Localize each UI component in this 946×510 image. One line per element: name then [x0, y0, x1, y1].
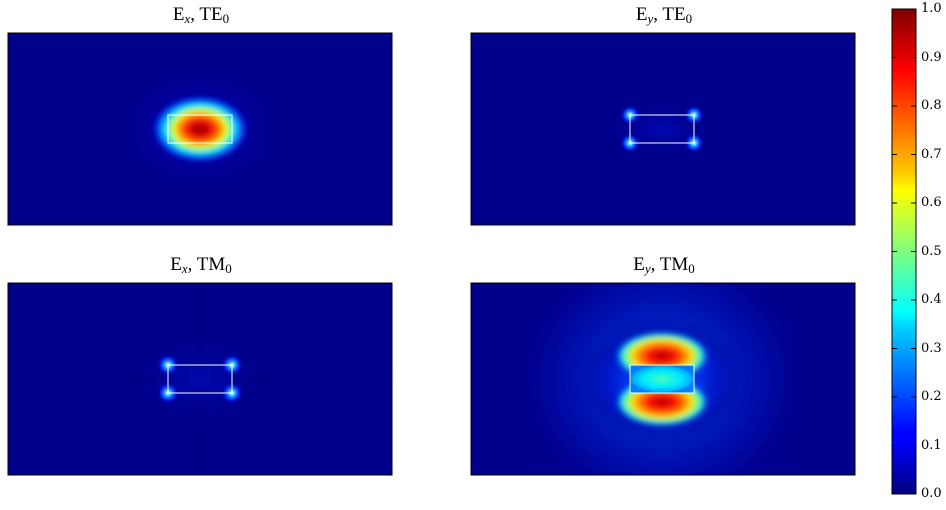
panel-title-ey-te0: Ey, TE0: [635, 4, 693, 26]
colorbar-tick-label: 1.0: [921, 1, 942, 16]
panel-title-ey-tm0: Ey, TM0: [633, 254, 695, 276]
waveguide-outline: [629, 114, 695, 144]
colorbar-tick-marks: [892, 8, 916, 495]
colorbar-tick-label: 0.3: [921, 340, 942, 356]
colorbar: [891, 8, 917, 495]
waveguide-outline: [629, 364, 695, 394]
panel-border: [7, 32, 393, 226]
panel-ey-te0: [471, 33, 855, 225]
panel-title-ex-tm0: Ex, TM0: [170, 254, 232, 276]
panel-ey-tm0: [471, 283, 855, 475]
colorbar-tick-label: 0.7: [921, 146, 942, 162]
field-glow: [602, 99, 722, 159]
panel-border: [470, 32, 856, 226]
colorbar-tick-label: 0.5: [921, 243, 942, 259]
colorbar-tick-label: 0.1: [921, 437, 942, 453]
colorbar-tick-label: 0.6: [921, 195, 942, 210]
colorbar-tick-label: 0.4: [921, 292, 942, 307]
colorbar-tick-label: 0.9: [921, 49, 942, 65]
field-core: [152, 96, 248, 162]
panel-border: [470, 282, 856, 476]
colorbar-tick-label: 0.0: [921, 486, 942, 501]
waveguide-outline: [167, 364, 233, 394]
panel-ex-tm0: [8, 283, 392, 475]
field-dark-cross-h: [8, 377, 392, 381]
panel-border: [7, 282, 393, 476]
panel-ex-te0: [8, 33, 392, 225]
waveguide-outline: [167, 114, 233, 144]
colorbar-tick-label: 0.8: [921, 98, 942, 113]
colorbar-tick-label: 0.2: [921, 389, 942, 404]
panel-title-ex-te0: Ex, TE0: [172, 4, 230, 26]
field-inner-core: [630, 365, 694, 393]
